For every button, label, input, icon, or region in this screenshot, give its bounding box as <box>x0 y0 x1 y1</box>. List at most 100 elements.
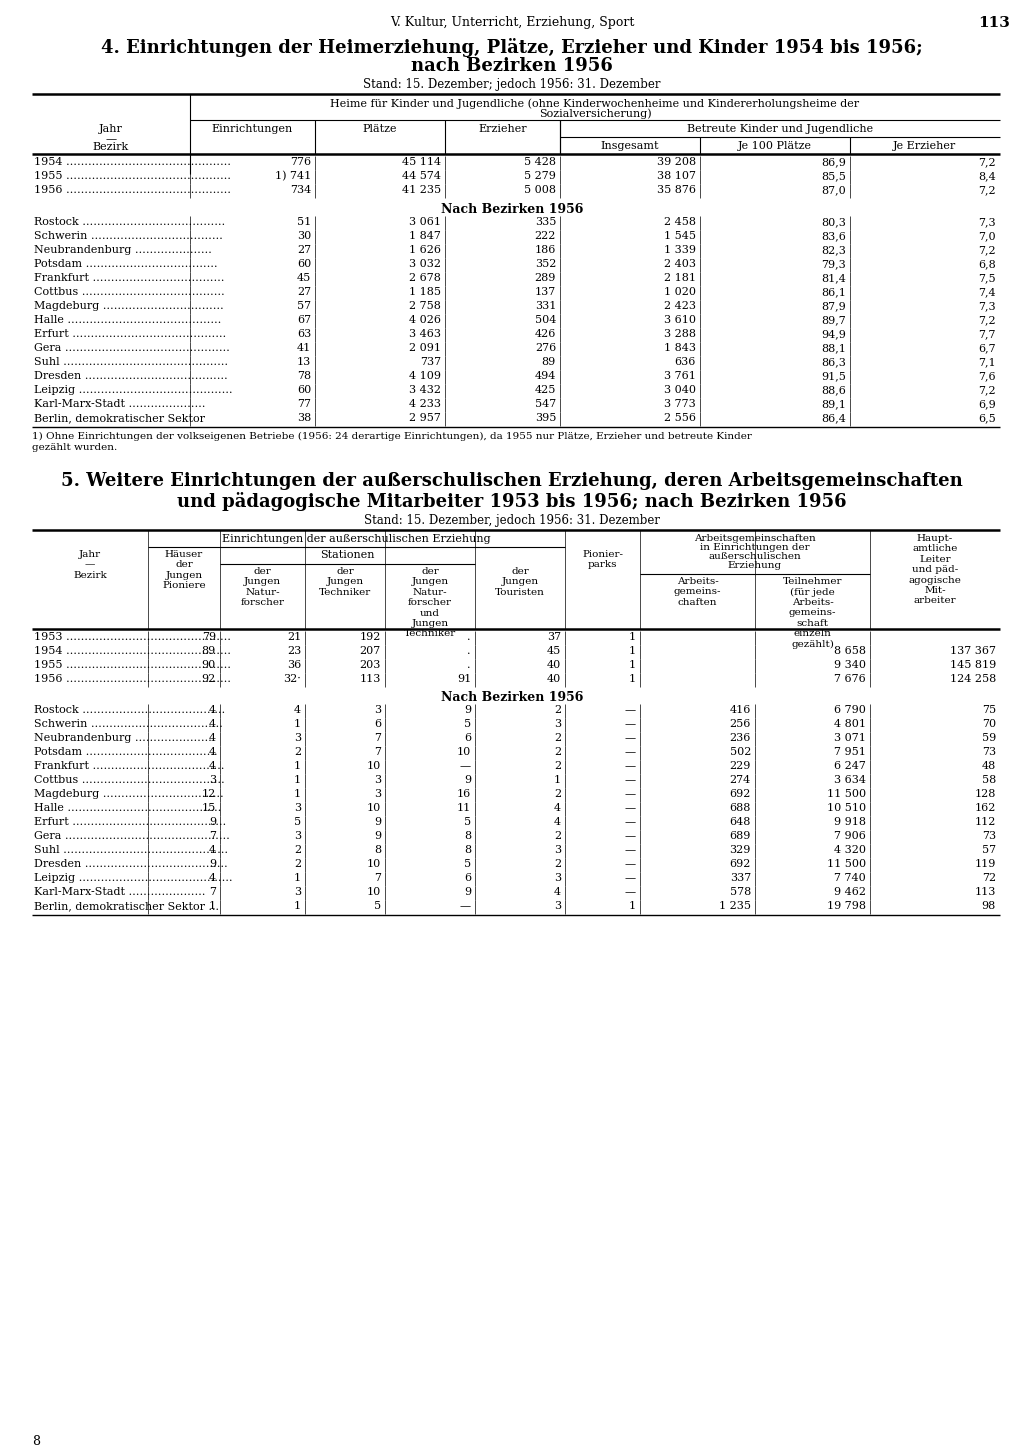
Text: 3 634: 3 634 <box>834 775 866 785</box>
Text: Frankfurt ………………………………: Frankfurt ……………………………… <box>34 273 224 283</box>
Text: 45: 45 <box>547 646 561 656</box>
Text: 112: 112 <box>975 816 996 827</box>
Text: Erziehung: Erziehung <box>728 561 782 569</box>
Text: 85,5: 85,5 <box>821 171 846 181</box>
Text: Karl-Marx-Stadt …………………: Karl-Marx-Stadt ………………… <box>34 887 206 897</box>
Text: 236: 236 <box>730 733 751 743</box>
Text: 81,4: 81,4 <box>821 273 846 283</box>
Text: 692: 692 <box>730 858 751 868</box>
Text: 4: 4 <box>554 816 561 827</box>
Text: 92: 92 <box>202 673 216 683</box>
Text: 10: 10 <box>367 762 381 772</box>
Text: Pionier-
parks: Pionier- parks <box>582 551 623 569</box>
Text: 10: 10 <box>367 858 381 868</box>
Text: 1: 1 <box>629 902 636 910</box>
Text: 86,3: 86,3 <box>821 357 846 367</box>
Text: Rostock …………………………………: Rostock ………………………………… <box>34 217 225 227</box>
Text: 692: 692 <box>730 789 751 799</box>
Text: 1 020: 1 020 <box>664 288 696 298</box>
Text: und pädagogische Mitarbeiter 1953 bis 1956; nach Bezirken 1956: und pädagogische Mitarbeiter 1953 bis 19… <box>177 491 847 512</box>
Text: —: — <box>625 831 636 841</box>
Text: Arbeitsgemeinschaften: Arbeitsgemeinschaften <box>694 535 816 543</box>
Text: 162: 162 <box>975 803 996 814</box>
Text: 4: 4 <box>209 873 216 883</box>
Text: 8,4: 8,4 <box>978 171 996 181</box>
Text: 1 185: 1 185 <box>409 288 441 298</box>
Text: 4: 4 <box>209 733 216 743</box>
Text: 776: 776 <box>290 158 311 168</box>
Text: 2: 2 <box>554 858 561 868</box>
Text: 2 403: 2 403 <box>664 259 696 269</box>
Text: —: — <box>105 134 117 144</box>
Text: 1 235: 1 235 <box>719 902 751 910</box>
Text: 1: 1 <box>294 720 301 728</box>
Text: 688: 688 <box>730 803 751 814</box>
Text: 8: 8 <box>464 831 471 841</box>
Text: 86,1: 86,1 <box>821 288 846 298</box>
Text: 7,7: 7,7 <box>979 329 996 340</box>
Text: 2 957: 2 957 <box>410 413 441 423</box>
Text: 289: 289 <box>535 273 556 283</box>
Text: 37: 37 <box>547 631 561 642</box>
Text: 5 279: 5 279 <box>524 171 556 181</box>
Text: 4: 4 <box>209 720 216 728</box>
Text: der
Jungen
Techniker: der Jungen Techniker <box>318 566 371 597</box>
Text: Insgesamt: Insgesamt <box>601 142 659 150</box>
Text: 9: 9 <box>464 705 471 715</box>
Text: 10: 10 <box>457 747 471 757</box>
Text: 229: 229 <box>730 762 751 772</box>
Text: 87,9: 87,9 <box>821 301 846 311</box>
Text: 1 843: 1 843 <box>664 342 696 353</box>
Text: 7: 7 <box>374 873 381 883</box>
Text: 4: 4 <box>209 705 216 715</box>
Text: 80,3: 80,3 <box>821 217 846 227</box>
Text: —: — <box>625 858 636 868</box>
Text: 3: 3 <box>294 803 301 814</box>
Text: 7 740: 7 740 <box>835 873 866 883</box>
Text: 2: 2 <box>554 831 561 841</box>
Text: 3 463: 3 463 <box>409 329 441 340</box>
Text: 648: 648 <box>730 816 751 827</box>
Text: 734: 734 <box>290 185 311 195</box>
Text: —: — <box>625 775 636 785</box>
Text: 4: 4 <box>554 887 561 897</box>
Text: 2 556: 2 556 <box>664 413 696 423</box>
Text: 7,6: 7,6 <box>978 371 996 381</box>
Text: 3: 3 <box>294 733 301 743</box>
Text: 416: 416 <box>730 705 751 715</box>
Text: 58: 58 <box>982 775 996 785</box>
Text: 6: 6 <box>374 720 381 728</box>
Text: Nach Bezirken 1956: Nach Bezirken 1956 <box>440 202 584 215</box>
Text: 2: 2 <box>554 733 561 743</box>
Text: Erzieher: Erzieher <box>478 124 526 134</box>
Text: 7,2: 7,2 <box>978 158 996 168</box>
Text: 91,5: 91,5 <box>821 371 846 381</box>
Text: 32·: 32· <box>284 673 301 683</box>
Text: Haupt-
amtliche
Leiter
und päd-
agogische
Mit-
arbeiter: Haupt- amtliche Leiter und päd- agogisch… <box>908 535 962 605</box>
Text: 15: 15 <box>202 803 216 814</box>
Text: gezählt wurden.: gezählt wurden. <box>32 444 118 452</box>
Text: 1955 ………………………………………: 1955 ……………………………………… <box>34 660 231 670</box>
Text: Einrichtungen: Einrichtungen <box>212 124 293 134</box>
Text: 41: 41 <box>297 342 311 353</box>
Text: 737: 737 <box>420 357 441 367</box>
Text: 7,3: 7,3 <box>978 217 996 227</box>
Text: 3: 3 <box>374 775 381 785</box>
Text: —: — <box>625 762 636 772</box>
Text: —: — <box>625 789 636 799</box>
Text: 3: 3 <box>554 720 561 728</box>
Text: Frankfurt ………………………………: Frankfurt ……………………………… <box>34 762 224 772</box>
Text: Jahr
—
Bezirk: Jahr — Bezirk <box>73 551 106 579</box>
Text: in Einrichtungen der: in Einrichtungen der <box>700 543 810 552</box>
Text: 578: 578 <box>730 887 751 897</box>
Text: 4 233: 4 233 <box>409 399 441 409</box>
Text: 89: 89 <box>202 646 216 656</box>
Text: 4: 4 <box>209 762 216 772</box>
Text: 113: 113 <box>975 887 996 897</box>
Text: 86,9: 86,9 <box>821 158 846 168</box>
Text: 137 367: 137 367 <box>950 646 996 656</box>
Text: —: — <box>625 705 636 715</box>
Text: 75: 75 <box>982 705 996 715</box>
Text: —: — <box>625 747 636 757</box>
Text: 8: 8 <box>374 845 381 855</box>
